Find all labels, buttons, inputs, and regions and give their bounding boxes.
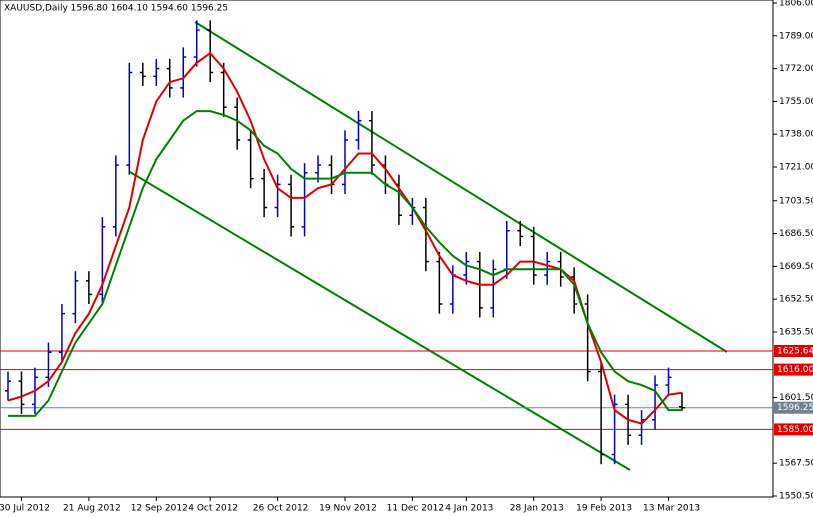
y-tick-label: 1601.50 xyxy=(779,393,813,403)
level-label-box xyxy=(774,423,813,436)
indicator-line xyxy=(7,51,683,425)
x-tick-label: 26 Oct 2012 xyxy=(253,504,309,514)
x-tick-label: 11 Dec 2012 xyxy=(387,504,445,514)
x-tick-label: 19 Feb 2013 xyxy=(576,504,632,514)
level-label: 1616.00 xyxy=(777,365,813,375)
x-tick-label: 21 Aug 2012 xyxy=(63,504,121,514)
level-label: 1585.00 xyxy=(777,425,813,435)
level-label-box xyxy=(774,363,813,376)
y-tick-label: 1567.50 xyxy=(779,459,813,469)
x-tick-label: 12 Sep 2012 xyxy=(131,504,188,514)
y-tick-label: 1789.00 xyxy=(779,31,813,41)
y-tick-label: 1652.50 xyxy=(779,295,813,305)
y-tick-label: 1738.00 xyxy=(779,130,813,140)
level-label-box xyxy=(774,345,813,358)
y-tick-label: 1703.50 xyxy=(779,196,813,206)
x-tick-label: 4 Jan 2013 xyxy=(445,504,493,514)
x-tick-label: 19 Nov 2012 xyxy=(319,504,377,514)
y-tick-label: 1635.50 xyxy=(779,327,813,337)
level-label: 1625.64 xyxy=(777,347,813,357)
y-tick-label: 1806.00 xyxy=(779,0,813,9)
trend-channel-lower xyxy=(129,171,631,471)
y-tick-label: 1721.00 xyxy=(779,163,813,173)
y-tick-label: 1755.00 xyxy=(779,97,813,107)
y-tick-label: 1550.50 xyxy=(779,492,813,502)
x-tick-label: 13 Mar 2013 xyxy=(643,504,700,514)
trend-channel-upper xyxy=(194,21,728,353)
x-tick-label: 4 Oct 2012 xyxy=(188,504,238,514)
chart-title: XAUUSD,Daily 1596.80 1604.10 1594.60 159… xyxy=(4,4,228,14)
level-label-box xyxy=(774,401,813,414)
y-tick-label: 1686.50 xyxy=(779,229,813,239)
y-tick-label: 1669.50 xyxy=(779,262,813,272)
x-tick-label: 30 Jul 2012 xyxy=(0,504,50,514)
x-tick-label: 28 Jan 2013 xyxy=(510,504,564,514)
level-label: 1596.25 xyxy=(777,403,813,413)
y-tick-label: 1772.00 xyxy=(779,64,813,74)
indicator-line xyxy=(8,110,682,417)
